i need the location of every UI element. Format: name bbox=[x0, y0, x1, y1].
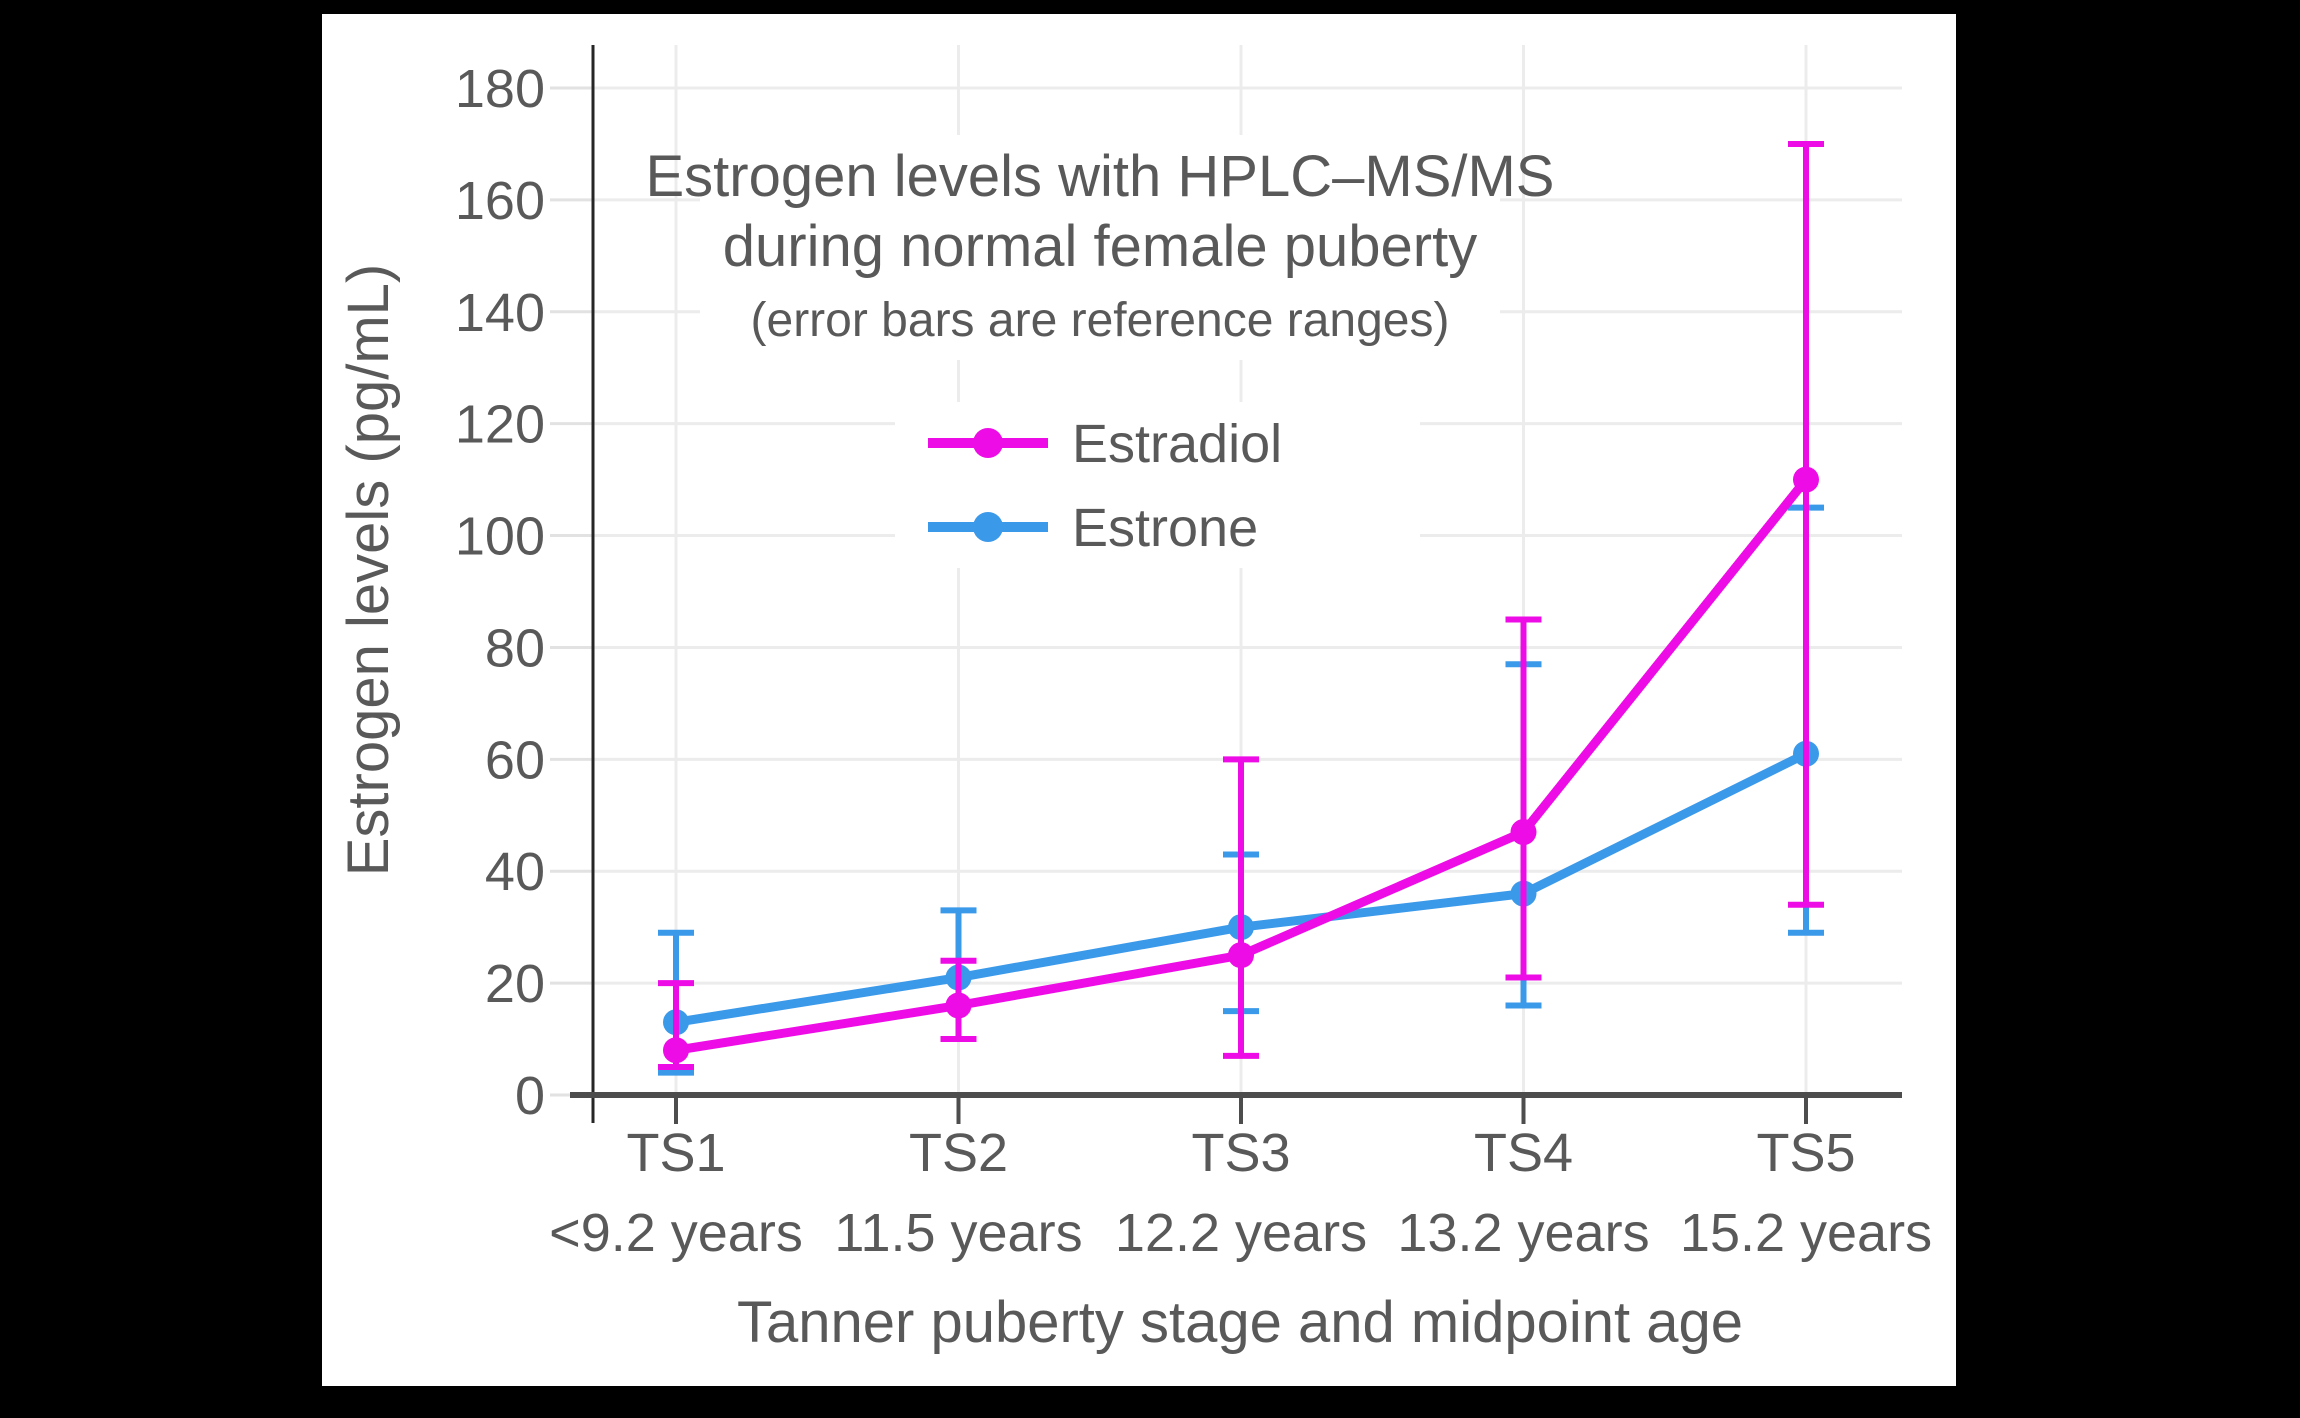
x-age-label: 15.2 years bbox=[1680, 1203, 1932, 1263]
x-age-label: 11.5 years bbox=[834, 1203, 1082, 1263]
title-mask bbox=[700, 135, 1500, 360]
axis-text: 0 20 40 60 80 100 120 140 160 180 TS1 <9.2 years TS2… bbox=[455, 59, 1932, 1263]
legend-item-estrone: Estrone bbox=[928, 498, 1258, 558]
y-tick-label: 20 bbox=[485, 954, 545, 1014]
y-tick-label: 80 bbox=[485, 618, 545, 678]
legend-label: Estrone bbox=[1072, 498, 1258, 558]
x-age-label: 12.2 years bbox=[1115, 1203, 1367, 1263]
y-tick-label: 40 bbox=[485, 842, 545, 902]
y-axis-title: Estrogen levels (pg/mL) bbox=[336, 264, 401, 876]
data-point bbox=[945, 992, 972, 1019]
y-tick-label: 180 bbox=[455, 59, 545, 119]
chart-subtitle: (error bars are reference ranges) bbox=[751, 294, 1450, 347]
y-tick-label: 100 bbox=[455, 507, 545, 567]
legend-label: Estradiol bbox=[1072, 414, 1282, 474]
x-age-label: <9.2 years bbox=[549, 1203, 803, 1263]
legend: Estradiol Estrone bbox=[928, 414, 1282, 558]
data-point bbox=[1228, 942, 1254, 969]
data-point bbox=[1510, 819, 1537, 846]
series-estradiol bbox=[658, 140, 1824, 1071]
y-tick-label: 60 bbox=[485, 730, 545, 790]
legend-sample-marker bbox=[973, 512, 1003, 542]
data-series bbox=[658, 140, 1824, 1076]
data-point bbox=[663, 1037, 689, 1064]
legend-item-estradiol: Estradiol bbox=[928, 414, 1282, 474]
x-category-label: TS5 bbox=[1756, 1123, 1855, 1183]
chart-title-line1: Estrogen levels with HPLC–MS/MS bbox=[646, 144, 1555, 209]
y-tick-label: 0 bbox=[515, 1066, 545, 1126]
data-point bbox=[1793, 466, 1819, 493]
y-tick-label: 160 bbox=[455, 171, 545, 231]
y-tick-label: 120 bbox=[455, 395, 545, 455]
axes bbox=[570, 45, 1902, 1124]
y-tick-label: 140 bbox=[455, 283, 545, 343]
x-category-label: TS1 bbox=[626, 1123, 725, 1183]
x-category-label: TS3 bbox=[1191, 1123, 1290, 1183]
x-age-label: 13.2 years bbox=[1397, 1203, 1649, 1263]
x-category-label: TS2 bbox=[909, 1123, 1008, 1183]
legend-sample-marker bbox=[973, 428, 1003, 458]
x-category-label: TS4 bbox=[1474, 1123, 1573, 1183]
x-axis-title: Tanner puberty stage and midpoint age bbox=[737, 1290, 1743, 1355]
chart-title-line2: during normal female puberty bbox=[723, 214, 1477, 279]
